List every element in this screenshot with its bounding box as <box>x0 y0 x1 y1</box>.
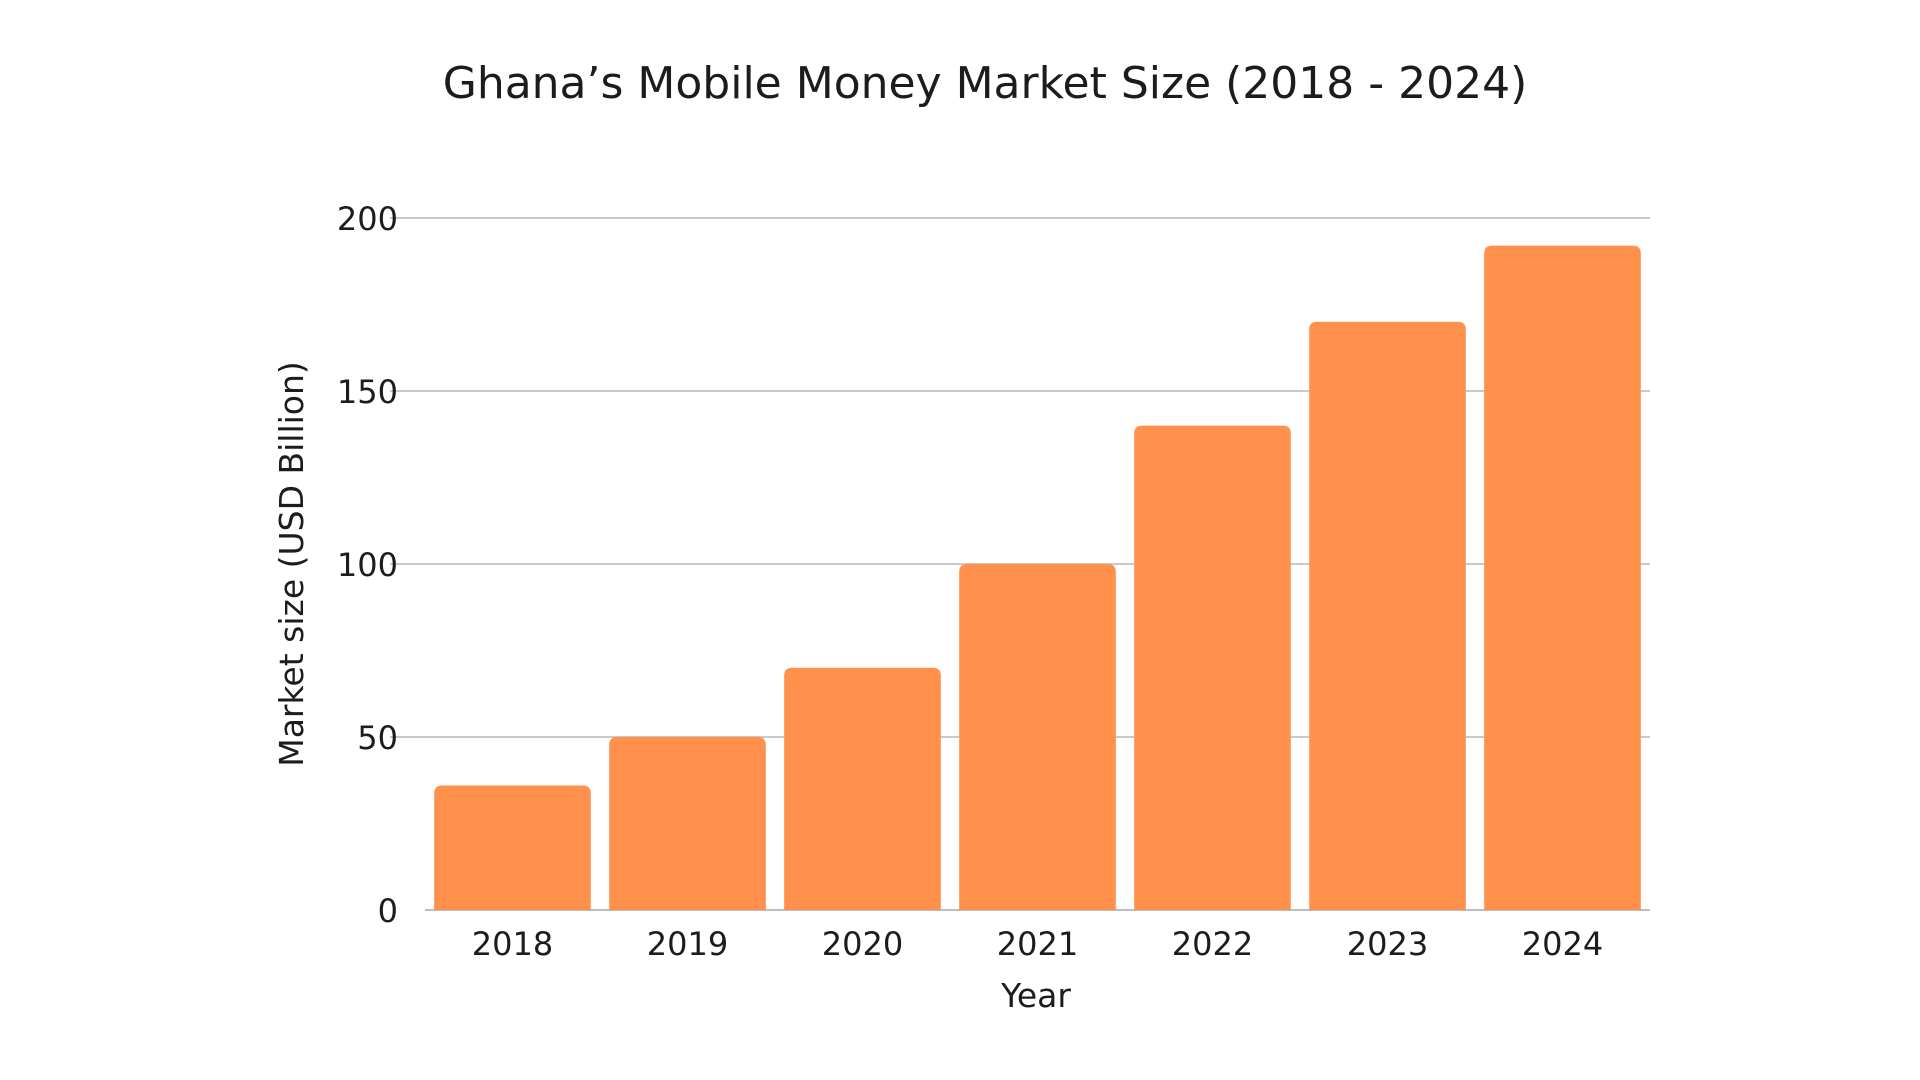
bar-2018 <box>434 785 591 910</box>
bar-2022 <box>1134 425 1291 910</box>
bar-2019 <box>609 737 766 910</box>
y-tick-label: 100 <box>337 546 398 584</box>
chart-title: Ghana’s Mobile Money Market Size (2018 -… <box>443 58 1528 109</box>
y-tick-label: 150 <box>337 373 398 411</box>
y-tick-label: 50 <box>357 719 398 757</box>
x-tick-label: 2022 <box>1172 925 1253 963</box>
x-tick-label: 2024 <box>1522 925 1603 963</box>
x-tick-label: 2020 <box>822 925 903 963</box>
x-tick-label: 2019 <box>647 925 728 963</box>
bar-2024 <box>1484 245 1641 910</box>
x-axis-ticks: 2018 2019 2020 2021 2022 2023 2024 <box>472 925 1603 963</box>
y-tick-label: 200 <box>337 200 398 238</box>
bar-2020 <box>784 667 941 910</box>
y-axis-ticks: 0 50 100 150 200 <box>337 200 398 930</box>
bars <box>434 245 1641 910</box>
bar-2021 <box>959 564 1116 910</box>
y-axis-label: Market size (USD Billion) <box>272 361 311 767</box>
x-tick-label: 2021 <box>997 925 1078 963</box>
x-tick-label: 2018 <box>472 925 553 963</box>
y-tick-label: 0 <box>378 892 398 930</box>
bar-2023 <box>1309 321 1466 910</box>
x-tick-label: 2023 <box>1347 925 1428 963</box>
x-axis-label: Year <box>1000 976 1071 1015</box>
